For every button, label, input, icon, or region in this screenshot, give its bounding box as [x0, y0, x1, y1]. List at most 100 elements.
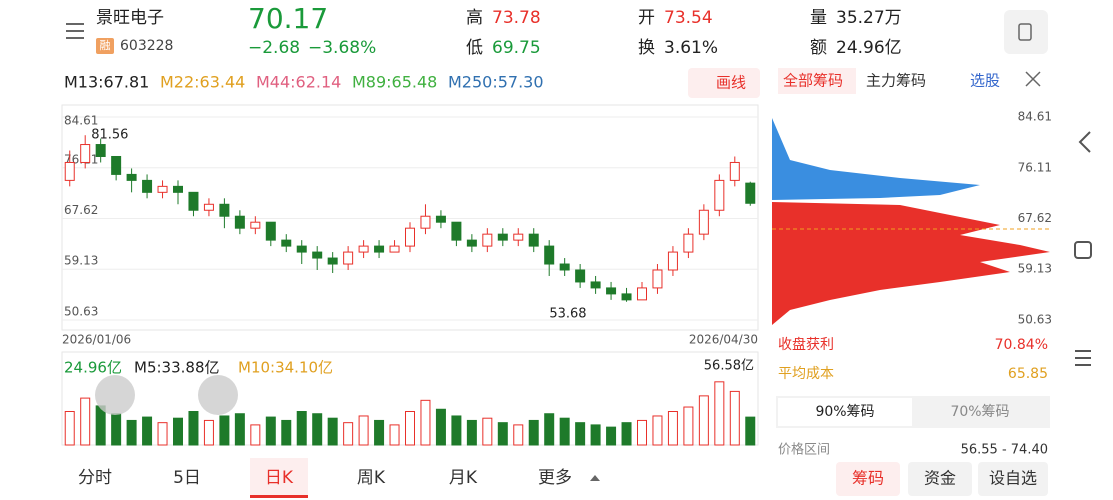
volume-bar	[111, 413, 122, 446]
phone-button[interactable]	[1004, 10, 1048, 54]
volume-bar	[265, 416, 276, 446]
volume-bar	[358, 415, 369, 446]
tab[interactable]: 全部筹码	[783, 72, 843, 90]
candle-body	[157, 185, 168, 193]
candle-body	[343, 251, 354, 265]
y-tick-label-right: 76.11	[1018, 160, 1052, 174]
code: 603228	[120, 38, 173, 54]
candle-body	[327, 257, 338, 265]
more-arrow[interactable]	[590, 475, 600, 481]
candle-body	[435, 215, 446, 223]
volume-bar	[559, 417, 570, 446]
candle-body	[188, 191, 199, 211]
y-tick-label: 84.61	[64, 114, 98, 128]
button-bg[interactable]	[978, 462, 1048, 496]
prev-button[interactable]	[95, 375, 135, 415]
button-bg[interactable]	[908, 462, 972, 496]
volume-bar	[281, 419, 292, 446]
draw-button-bg[interactable]	[688, 68, 760, 98]
draw-button[interactable]: 画线	[716, 74, 746, 92]
bottom-tab[interactable]: 分时	[78, 468, 112, 488]
chip-red	[772, 202, 1050, 325]
vol-m10: M10:34.10亿	[238, 359, 333, 377]
pct: −3.68%	[308, 38, 376, 58]
ma13: M13:67.81	[64, 73, 149, 92]
candle-body	[590, 281, 601, 289]
volume-bar	[451, 415, 462, 446]
price: 70.17	[248, 2, 328, 35]
back-icon[interactable]	[1078, 131, 1091, 153]
volume-bar	[513, 424, 524, 446]
button-bg[interactable]	[836, 462, 900, 496]
volume-bar	[296, 411, 307, 446]
candle-body	[528, 233, 539, 247]
toggle-item[interactable]: 70%筹码	[950, 403, 1009, 420]
ma250: M250:57.30	[448, 73, 544, 92]
bottom-tab[interactable]: 月K	[449, 468, 478, 488]
bottom-tab[interactable]: 日K	[265, 468, 294, 488]
candle-body	[559, 263, 570, 271]
candle-body	[420, 215, 431, 229]
min-label: 53.68	[549, 306, 586, 321]
amount: 24.96亿	[836, 38, 902, 58]
candle-body	[265, 221, 276, 241]
bottom-tab[interactable]: 5日	[173, 468, 201, 488]
volume-bar	[667, 411, 678, 446]
tab-bg[interactable]	[778, 68, 856, 94]
button[interactable]: 资金	[924, 469, 956, 488]
toggle-on[interactable]	[778, 398, 912, 426]
y-tick-label-right: 67.62	[1018, 211, 1052, 225]
bottom-tabs: 分时 5日 日K 周K 月K 更多	[78, 468, 572, 488]
tab[interactable]: 主力筹码	[866, 72, 926, 90]
volume-bar	[343, 422, 354, 446]
candle-body	[451, 221, 462, 241]
candle-body	[544, 245, 555, 265]
volume-bar	[621, 422, 632, 446]
menu-icon[interactable]	[66, 23, 84, 39]
candle-body	[606, 287, 617, 295]
candle-body	[652, 269, 663, 289]
volume-bar	[575, 422, 586, 446]
y-tick-label-right: 84.61	[1018, 110, 1052, 124]
candle-body	[698, 209, 709, 235]
high: 73.78	[492, 8, 541, 28]
candle-body	[745, 182, 756, 204]
volume-bar	[590, 424, 601, 446]
candle-body	[281, 239, 292, 247]
candle-body	[203, 203, 214, 211]
tab[interactable]: 选股	[970, 72, 1000, 90]
candle-body	[729, 161, 740, 181]
home-icon[interactable]	[1074, 241, 1092, 259]
header: 景旺电子 融 603228 70.17 −2.68 −3.68% 高 73.78…	[66, 2, 1048, 58]
volume-bar	[80, 397, 91, 446]
close-icon[interactable]	[1025, 71, 1041, 87]
chip-blue	[772, 118, 980, 200]
ma22: M22:63.44	[160, 73, 245, 92]
max-label: 81.56	[91, 128, 128, 143]
volume-bar	[606, 426, 617, 446]
row-value: 70.84%	[995, 337, 1048, 353]
toggle-item[interactable]: 90%筹码	[815, 403, 874, 420]
volume-bar	[250, 424, 261, 446]
ma89: M89:65.48	[352, 73, 437, 92]
kline: 84.6184.6176.1176.1167.6267.6259.1359.13…	[62, 110, 1052, 446]
bottom-tab[interactable]: 更多	[538, 468, 572, 488]
button[interactable]: 设自选	[989, 469, 1037, 488]
tab-active-line	[250, 495, 308, 498]
recent-icon[interactable]	[1075, 350, 1091, 366]
bottom-tab[interactable]: 周K	[357, 468, 386, 488]
candle-body	[714, 179, 725, 211]
volume-bar	[698, 395, 709, 446]
chip-panel: 全部筹码 主力筹码 选股 收盘获利 70.84% 平均成本 65.85 90%筹…	[772, 68, 1052, 458]
volume-bar	[405, 411, 415, 446]
row-label: 收盘获利	[778, 336, 834, 353]
tab-active-bg	[250, 458, 308, 498]
kline-frame	[61, 104, 759, 331]
volume-bar	[389, 424, 400, 446]
next-button[interactable]	[198, 375, 238, 415]
volume-bar	[420, 399, 431, 446]
volume: 35.27万	[836, 8, 902, 28]
button[interactable]: 筹码	[852, 469, 884, 488]
volume-bar	[203, 419, 214, 446]
